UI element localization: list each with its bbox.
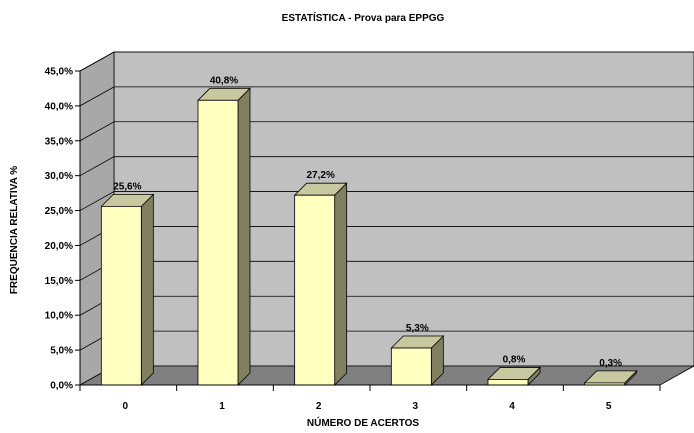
- bar: [390, 347, 432, 386]
- gridline: [79, 51, 694, 72]
- x-tick-label: 2: [316, 401, 322, 412]
- y-tick-label: 0,0%: [50, 381, 73, 392]
- bars: 25,6% 40,8% 27,2% 5,3% 0,8% 0,3%: [100, 75, 638, 386]
- y-tick-label: 5,0%: [50, 346, 73, 357]
- bar: [294, 194, 336, 386]
- bar: [197, 99, 239, 386]
- gridline: [79, 86, 694, 107]
- y-tick-label: 25,0%: [45, 206, 73, 217]
- data-label: 0,3%: [599, 358, 622, 369]
- y-tick-label: 15,0%: [45, 276, 73, 287]
- bar-0: 25,6%: [100, 181, 155, 386]
- y-tick-label: 20,0%: [45, 241, 73, 252]
- chart-walls: [78, 51, 694, 386]
- gridline: [79, 191, 694, 211]
- bar-2: 27,2%: [293, 170, 348, 386]
- gridline: [79, 156, 694, 177]
- y-axis-label: FREQUENCIA RELATIVA %: [9, 166, 20, 294]
- bar-1: 40,8%: [197, 75, 251, 386]
- y-tick-label: 40,0%: [45, 101, 73, 112]
- bar: [100, 205, 142, 386]
- bar-3: 5,3%: [390, 323, 445, 386]
- bar-5: 0,3%: [583, 358, 638, 386]
- data-label: 25,6%: [113, 181, 141, 192]
- y-tick-label: 35,0%: [45, 136, 73, 147]
- data-label: 0,8%: [503, 354, 526, 365]
- x-tick-label: 3: [413, 401, 419, 412]
- bar-side: [140, 193, 154, 386]
- data-label: 27,2%: [306, 170, 334, 181]
- x-tick-label: 5: [606, 401, 612, 412]
- data-label: 5,3%: [406, 323, 429, 334]
- y-tick-label: 45,0%: [45, 67, 73, 78]
- chart-title: ESTATÍSTICA - Prova para EPPGG: [282, 11, 445, 24]
- x-tick-label: 4: [509, 401, 515, 412]
- y-axis: 0,0% 5,0% 10,0% 15,0% 20,0% 25,0% 30,0% 35,0% 40…: [45, 67, 81, 392]
- bar-4: 0,8%: [487, 354, 541, 386]
- x-axis-label: NÚMERO DE ACERTOS: [307, 416, 420, 429]
- x-axis: 0 1 2 3 4 5: [79, 384, 661, 412]
- bar-side: [334, 182, 348, 386]
- y-tick-label: 30,0%: [45, 171, 73, 182]
- gridline: [79, 121, 694, 142]
- bar: [487, 379, 529, 386]
- y-tick-label: 10,0%: [45, 311, 73, 322]
- x-tick-label: 1: [219, 401, 225, 412]
- bar-side: [237, 87, 251, 386]
- data-label: 40,8%: [210, 75, 238, 86]
- x-tick-label: 0: [123, 401, 129, 412]
